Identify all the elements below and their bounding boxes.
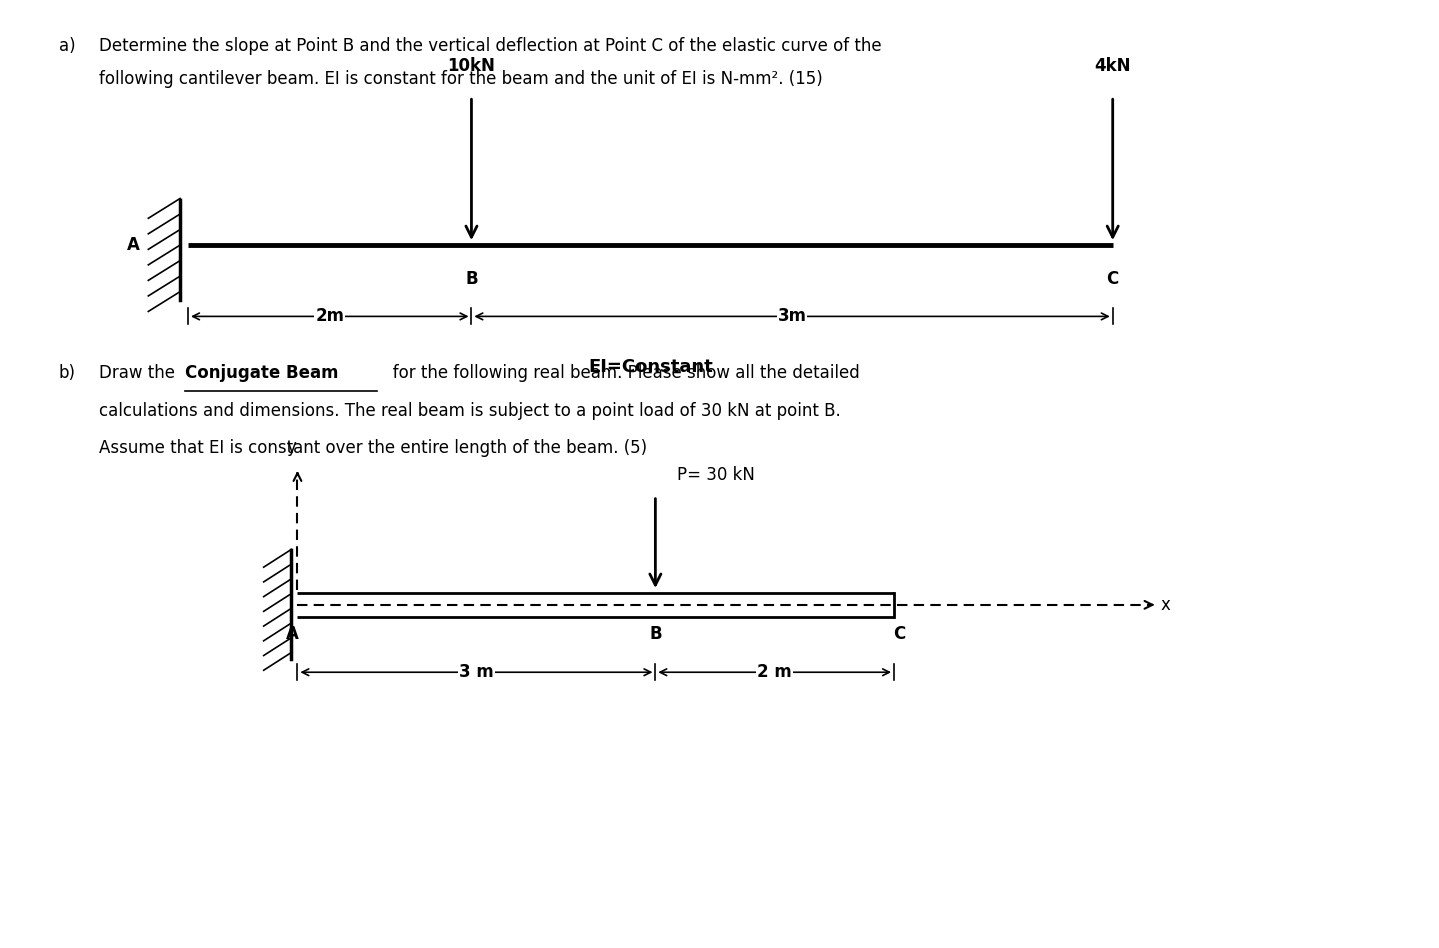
- Text: A: A: [127, 236, 140, 254]
- Text: 10kN: 10kN: [448, 57, 495, 75]
- Text: calculations and dimensions. The real beam is subject to a point load of 30 kN a: calculations and dimensions. The real be…: [99, 402, 840, 420]
- Text: C: C: [1107, 270, 1120, 288]
- Text: Determine the slope at Point B and the vertical deflection at Point C of the ela: Determine the slope at Point B and the v…: [99, 37, 881, 55]
- Text: 3 m: 3 m: [459, 664, 494, 682]
- Text: B: B: [649, 625, 662, 643]
- Text: x: x: [1160, 596, 1170, 614]
- Text: following cantilever beam. EI is constant for the beam and the unit of EI is N-m: following cantilever beam. EI is constan…: [99, 69, 822, 87]
- Text: 3m: 3m: [777, 307, 807, 325]
- Text: 2m: 2m: [315, 307, 344, 325]
- Text: C: C: [892, 625, 905, 643]
- Text: Assume that EI is constant over the entire length of the beam. (5): Assume that EI is constant over the enti…: [99, 439, 646, 457]
- Text: 4kN: 4kN: [1095, 57, 1131, 75]
- Text: y: y: [286, 438, 296, 456]
- Text: for the following real beam. Please show all the detailed: for the following real beam. Please show…: [377, 364, 859, 382]
- Text: A: A: [286, 625, 299, 643]
- Text: Conjugate Beam: Conjugate Beam: [186, 364, 338, 382]
- Text: b): b): [59, 364, 76, 382]
- Text: Draw the: Draw the: [99, 364, 174, 382]
- Text: a): a): [59, 37, 75, 55]
- Text: P= 30 kN: P= 30 kN: [678, 465, 755, 483]
- Text: EI=Constant: EI=Constant: [589, 358, 712, 376]
- Text: 2 m: 2 m: [757, 664, 791, 682]
- Text: B: B: [465, 270, 478, 288]
